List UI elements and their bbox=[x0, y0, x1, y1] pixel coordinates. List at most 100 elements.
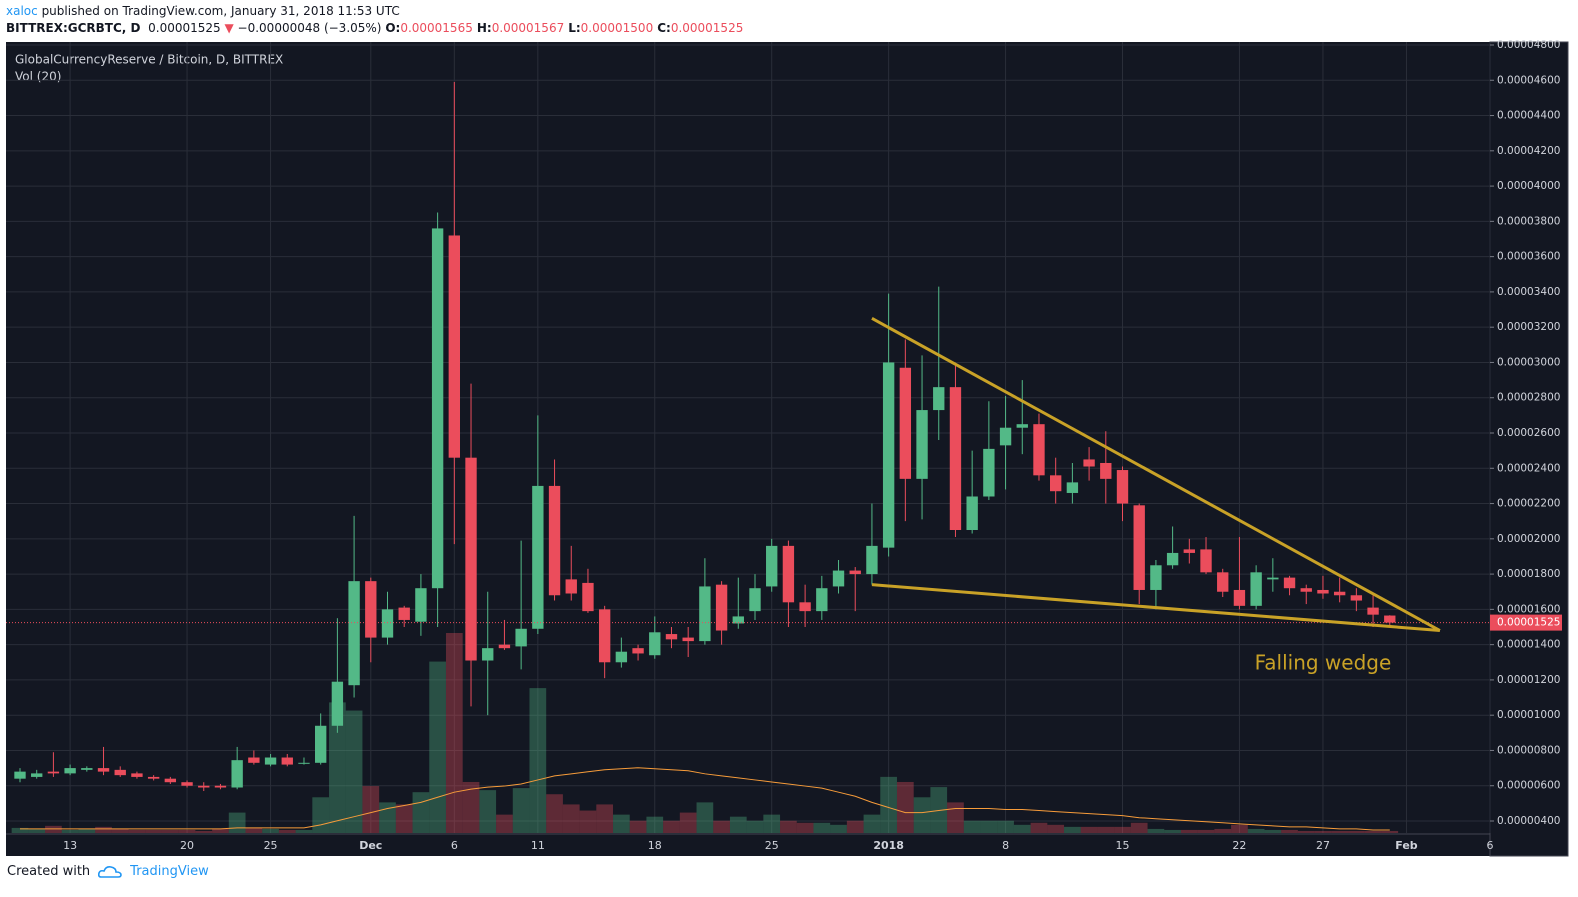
volume-bar bbox=[95, 826, 112, 833]
candle-body bbox=[615, 651, 628, 663]
candle-body bbox=[1333, 591, 1346, 596]
candle-body bbox=[682, 637, 694, 642]
volume-bar bbox=[1097, 826, 1115, 833]
candle-body bbox=[532, 485, 544, 629]
volume-bar bbox=[896, 781, 914, 833]
volume-bar bbox=[830, 824, 847, 833]
volume-bar bbox=[245, 827, 263, 833]
candle-body bbox=[983, 448, 995, 497]
volume-bar bbox=[813, 822, 831, 833]
volume-bar bbox=[746, 820, 764, 833]
candle-body bbox=[565, 579, 577, 594]
x-tick-label: 18 bbox=[648, 839, 662, 852]
candle-body bbox=[198, 785, 210, 788]
volume-bar bbox=[178, 829, 196, 833]
volume-bar bbox=[1331, 830, 1349, 833]
volume-bar bbox=[1064, 826, 1081, 833]
arrow: ▼ bbox=[224, 21, 234, 35]
candle-body bbox=[1384, 615, 1396, 623]
ohlc-label: O: bbox=[385, 21, 401, 35]
candle-body bbox=[214, 785, 227, 788]
candle-body bbox=[1050, 475, 1062, 492]
candle-body bbox=[1217, 572, 1229, 592]
volume-bar bbox=[930, 787, 948, 833]
candle-body bbox=[782, 545, 795, 603]
candle-body bbox=[1300, 588, 1312, 592]
volume-bar bbox=[128, 829, 146, 833]
logo[interactable] bbox=[98, 865, 122, 879]
volume-bar bbox=[345, 710, 363, 833]
candle-body bbox=[715, 584, 728, 631]
volume-bar bbox=[562, 804, 580, 833]
chart-background bbox=[6, 42, 1568, 856]
header: xaloc published on TradingView.com, Janu… bbox=[6, 3, 747, 37]
candle-body bbox=[699, 586, 711, 642]
volume-bar bbox=[546, 794, 563, 833]
y-tick-label: 0.00002800 bbox=[1497, 392, 1560, 404]
volume-bar bbox=[1197, 829, 1215, 833]
volume-bar bbox=[1180, 829, 1198, 833]
volume-bar bbox=[45, 825, 62, 833]
ohlc-label: H: bbox=[476, 21, 492, 35]
change: −0.00000048 (−3.05%) bbox=[237, 21, 382, 35]
volume-bar bbox=[763, 814, 781, 833]
author[interactable]: xaloc bbox=[6, 4, 38, 18]
candle-body bbox=[348, 581, 360, 686]
volume-bar bbox=[1314, 830, 1332, 833]
ohlc-value: 0.00001565 bbox=[400, 21, 473, 35]
volume-bar bbox=[696, 802, 714, 833]
x-tick-label: 20 bbox=[180, 839, 194, 852]
volume-bar bbox=[195, 830, 213, 833]
volume-bar bbox=[61, 829, 79, 833]
candle-body bbox=[949, 387, 962, 531]
x-tick-label: Dec bbox=[359, 839, 382, 852]
volume-bar bbox=[28, 828, 46, 833]
volume-bar bbox=[947, 802, 964, 833]
volume-bar bbox=[1030, 822, 1048, 833]
candle-body bbox=[1150, 565, 1162, 590]
x-tick-label: 27 bbox=[1316, 839, 1330, 852]
ohlc-label: L: bbox=[568, 21, 581, 35]
volume-bar bbox=[161, 829, 179, 833]
volume-bar bbox=[145, 829, 162, 833]
x-tick-label: Feb bbox=[1395, 839, 1418, 852]
volume-bar bbox=[596, 804, 614, 833]
price-axis bbox=[1489, 41, 1569, 857]
volume-bar bbox=[512, 788, 530, 833]
y-tick-label: 0.00000800 bbox=[1497, 744, 1560, 756]
volume-bar bbox=[1297, 830, 1315, 833]
volume-bar bbox=[1047, 824, 1065, 833]
trendline bbox=[871, 583, 1441, 633]
x-tick-label: 15 bbox=[1116, 839, 1130, 852]
candle-body bbox=[1033, 424, 1045, 476]
x-tick-label: 11 bbox=[531, 839, 545, 852]
brand[interactable]: TradingView bbox=[130, 864, 209, 879]
candle-body bbox=[649, 632, 661, 656]
grid bbox=[6, 42, 1491, 833]
volume-bar bbox=[579, 810, 597, 833]
candle-body bbox=[999, 427, 1012, 446]
candle-body bbox=[64, 768, 76, 774]
volume-bar bbox=[462, 781, 480, 833]
candle-body bbox=[431, 228, 444, 589]
y-tick-label: 0.00002400 bbox=[1497, 462, 1560, 474]
candle-body bbox=[732, 616, 744, 624]
y-tick-label: 0.00004600 bbox=[1497, 74, 1560, 86]
candle-body bbox=[181, 782, 193, 786]
candle-body bbox=[1133, 505, 1145, 590]
volume-bar bbox=[1080, 826, 1098, 833]
x-tick-label: 13 bbox=[63, 839, 77, 852]
candle-body bbox=[398, 607, 410, 620]
chart-title: GlobalCurrencyReserve / Bitcoin, D, BITT… bbox=[15, 53, 283, 67]
candle-body bbox=[131, 773, 143, 777]
y-tick-label: 0.00002000 bbox=[1497, 533, 1560, 545]
y-tick-label: 0.00003600 bbox=[1497, 251, 1560, 263]
y-tick-label: 0.00003200 bbox=[1497, 321, 1560, 333]
volume-bar bbox=[1114, 826, 1131, 833]
candle-body bbox=[1183, 549, 1195, 553]
candle-body bbox=[147, 776, 160, 779]
volume-bar bbox=[1364, 830, 1382, 833]
y-tick-label: 0.00004000 bbox=[1497, 180, 1560, 192]
